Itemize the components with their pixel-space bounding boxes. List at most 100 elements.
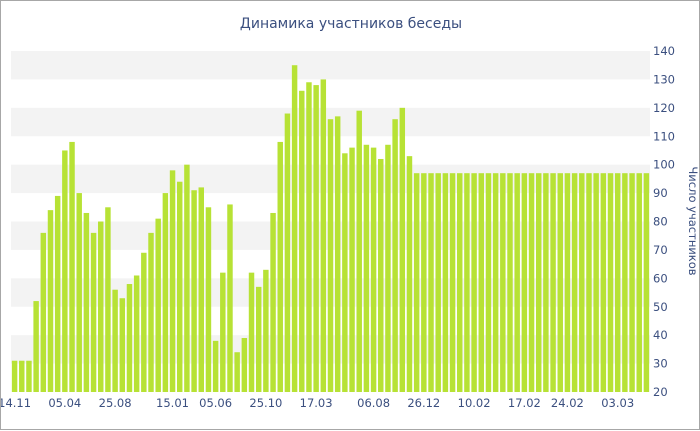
bar — [291, 65, 298, 393]
x-tick-label: 05.06 — [199, 396, 232, 410]
bar — [334, 116, 341, 393]
bar — [378, 158, 384, 392]
bar — [40, 232, 47, 392]
bar — [141, 252, 147, 392]
bar — [385, 144, 391, 392]
bar — [629, 173, 635, 392]
bar — [26, 360, 32, 392]
bar — [614, 173, 621, 392]
x-tick-labels: 14.11 05.04 25.08 15.01 05.06 25.10 17.03 06.08… — [1, 396, 634, 410]
bar — [33, 301, 39, 392]
bar — [169, 170, 176, 392]
bar — [248, 272, 255, 392]
bar — [105, 207, 111, 392]
x-tick-label: 03.03 — [601, 396, 634, 410]
bar — [413, 173, 420, 392]
x-tick-label: 26.12 — [407, 396, 440, 410]
bar — [133, 275, 140, 392]
bar — [126, 284, 133, 392]
bar — [277, 141, 283, 392]
bar — [284, 113, 291, 393]
bar — [162, 193, 169, 392]
bar — [205, 207, 212, 392]
y-tick-label: 40 — [653, 328, 668, 342]
bar — [535, 173, 542, 392]
y-tick-label: 60 — [653, 271, 668, 285]
y-tick-label: 20 — [653, 385, 668, 399]
bar — [263, 269, 269, 392]
bar — [11, 360, 18, 392]
bar — [327, 119, 334, 392]
bar — [241, 338, 248, 392]
x-tick-label: 10.02 — [458, 396, 491, 410]
bar — [550, 173, 556, 392]
bar — [119, 298, 126, 392]
x-tick-label: 24.02 — [551, 396, 584, 410]
bar — [47, 210, 54, 392]
y-tick-label: 80 — [653, 215, 668, 229]
bar — [212, 340, 219, 392]
x-tick-label: 15.01 — [156, 396, 189, 410]
y-tick-label: 100 — [653, 158, 675, 172]
bar — [514, 173, 520, 392]
x-tick-label: 17.03 — [300, 396, 333, 410]
bars — [11, 65, 650, 393]
bar — [485, 173, 492, 392]
bar — [76, 193, 82, 392]
bar — [198, 187, 204, 392]
bar — [449, 173, 456, 392]
bar — [112, 289, 118, 392]
bar — [155, 218, 161, 392]
bar — [313, 85, 319, 392]
bar — [98, 221, 104, 392]
bar — [607, 173, 614, 392]
bar — [342, 153, 348, 392]
bar — [299, 90, 305, 392]
bar — [421, 173, 427, 392]
bar — [349, 147, 355, 392]
y-tick-label: 120 — [653, 101, 675, 115]
bar — [83, 212, 90, 392]
bar — [622, 173, 628, 392]
bar — [406, 156, 413, 392]
bar — [643, 173, 650, 392]
bar — [54, 195, 61, 392]
y-tick-label: 110 — [653, 129, 675, 143]
bar — [478, 173, 485, 392]
bar — [69, 141, 75, 392]
bar — [464, 173, 470, 392]
y-tick-label: 30 — [653, 357, 668, 371]
y-tick-label: 70 — [653, 243, 668, 257]
bar — [191, 190, 197, 392]
bar — [557, 173, 563, 392]
bar — [370, 147, 377, 392]
bar — [90, 232, 97, 392]
bar — [593, 173, 599, 392]
bar — [148, 232, 154, 392]
bar — [442, 173, 449, 392]
bar — [492, 173, 499, 392]
x-tick-label: 25.08 — [99, 396, 132, 410]
bar — [227, 204, 233, 392]
bar — [255, 286, 262, 392]
bar — [507, 173, 513, 392]
y-axis-label: Число участников — [686, 166, 700, 275]
y-tick-label: 50 — [653, 300, 668, 314]
x-tick-label: 25.10 — [249, 396, 282, 410]
bar — [636, 173, 642, 392]
bar — [521, 173, 528, 392]
bar — [600, 173, 607, 392]
x-tick-label: 05.04 — [48, 396, 81, 410]
bar — [399, 107, 406, 392]
bar — [392, 119, 398, 392]
bar — [356, 110, 362, 393]
bar — [457, 173, 463, 392]
x-tick-label: 14.11 — [1, 396, 31, 410]
x-tick-label: 17.02 — [508, 396, 541, 410]
y-tick-label: 140 — [653, 44, 675, 58]
bar — [363, 144, 370, 392]
bar — [177, 181, 183, 392]
bar — [306, 82, 312, 392]
bar — [543, 173, 549, 392]
